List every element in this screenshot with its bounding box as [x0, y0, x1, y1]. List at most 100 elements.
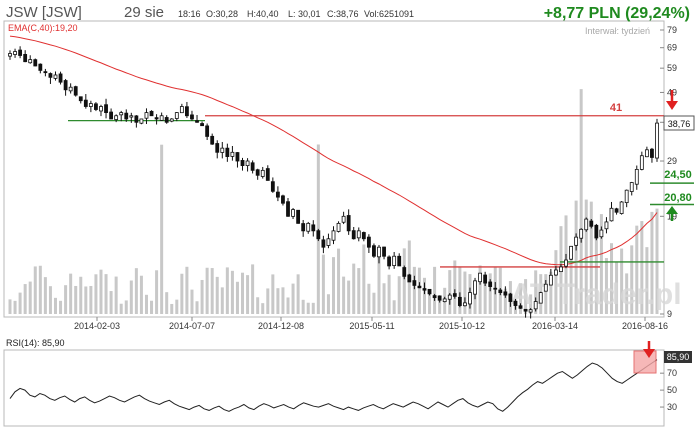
candle-body — [392, 255, 397, 266]
volume-bar — [635, 225, 639, 314]
open-label: O:30,28 — [206, 9, 238, 19]
rsi-tick-label: 30 — [667, 402, 677, 412]
volume-bar — [342, 276, 346, 314]
candle-body — [361, 232, 366, 240]
volume-bar — [610, 243, 614, 314]
volume-bar — [185, 266, 189, 314]
volume-bar — [625, 273, 629, 314]
candle-body — [68, 86, 73, 92]
candle-body — [296, 209, 301, 224]
volume-bar — [205, 267, 209, 314]
ema-line — [9, 35, 658, 266]
volume-bar — [417, 267, 421, 314]
volume-bar — [230, 270, 234, 314]
candle-body — [255, 169, 260, 176]
volume-bar — [28, 281, 32, 314]
candle-body — [452, 293, 457, 297]
volume-bar — [195, 301, 199, 314]
candle-body — [23, 54, 28, 63]
volume-label: Vol:6251091 — [364, 9, 414, 19]
date-axis: 2014-02-03 2014-07-07 2014-12-08 2015-05-11… — [74, 317, 668, 331]
volume-bar — [574, 200, 578, 314]
volume-bar — [377, 252, 381, 314]
rsi-series — [9, 359, 658, 412]
candle-body — [366, 236, 371, 248]
date-tick-label: 2014-07-07 — [169, 321, 215, 331]
candle-body — [493, 287, 498, 290]
volume-bar — [422, 277, 426, 314]
candle-body — [397, 255, 402, 267]
volume-bar — [53, 297, 57, 314]
candle-body — [372, 245, 376, 257]
candle-body — [245, 160, 250, 167]
candle-body — [574, 236, 579, 246]
volume-bar — [291, 283, 295, 314]
volume-bar — [347, 280, 351, 314]
candle-body — [63, 80, 68, 91]
candle-body — [114, 115, 119, 120]
volume-bar — [473, 289, 477, 314]
price-tick-label: 9 — [667, 309, 672, 319]
candle-body — [427, 288, 432, 295]
price-tick-label: 69 — [667, 43, 677, 53]
volume-bar — [251, 264, 255, 314]
volume-bar — [554, 250, 558, 314]
candle-body — [564, 259, 568, 267]
volume-bar — [458, 266, 462, 314]
volume-bar — [48, 286, 52, 314]
volume-bar — [529, 294, 533, 314]
candle-body — [83, 99, 88, 107]
volume-bar — [13, 300, 17, 314]
candle-body — [508, 293, 513, 302]
candle-body — [463, 302, 467, 307]
candle-body — [609, 207, 614, 222]
candle-body — [483, 274, 488, 284]
rsi-last-label: 85,90 — [667, 352, 690, 362]
candle-body — [402, 267, 407, 277]
volume-bar — [599, 214, 603, 314]
volume-bar — [89, 285, 93, 314]
volume-bar — [38, 265, 42, 314]
candle-body — [468, 292, 472, 305]
volume-bar — [604, 258, 608, 314]
volume-bar — [43, 277, 47, 314]
volume-bar — [321, 254, 325, 314]
volume-bar — [200, 279, 204, 314]
candle-body — [478, 272, 482, 283]
candle-body — [498, 289, 503, 294]
candle-body — [149, 110, 154, 117]
volume-bar — [372, 292, 376, 314]
candle-body — [417, 285, 422, 289]
candle-body — [538, 292, 543, 304]
volume-bar — [235, 281, 239, 314]
volume-bar — [150, 300, 154, 314]
candle-body — [104, 104, 108, 113]
candle-body — [533, 301, 538, 310]
candle-body — [109, 111, 113, 120]
candle-body — [518, 305, 523, 309]
resistance-label: 41 — [610, 102, 622, 114]
high-label: H:40,40 — [247, 9, 279, 19]
candle-body — [33, 59, 38, 67]
volume-bar — [175, 299, 179, 314]
volume-bar — [478, 265, 482, 314]
candle-body — [316, 230, 321, 240]
candle-body — [432, 295, 437, 299]
candle-body — [604, 221, 609, 230]
candle-body — [18, 49, 23, 56]
candle-body — [351, 230, 356, 240]
date-tick-label: 2016-08-16 — [622, 321, 668, 331]
candle-body — [144, 112, 149, 119]
volume-bar — [650, 211, 654, 314]
candle-body — [164, 117, 169, 123]
candle-body — [205, 125, 210, 137]
volume-bar — [84, 286, 88, 314]
candle-body — [422, 288, 427, 291]
volume-bar — [144, 294, 148, 314]
volume-bar — [549, 271, 553, 314]
volume-bar — [306, 302, 310, 314]
rsi-path — [9, 359, 658, 412]
volume-bar — [438, 296, 442, 314]
candle-body — [260, 169, 265, 177]
candle-body — [230, 151, 235, 157]
